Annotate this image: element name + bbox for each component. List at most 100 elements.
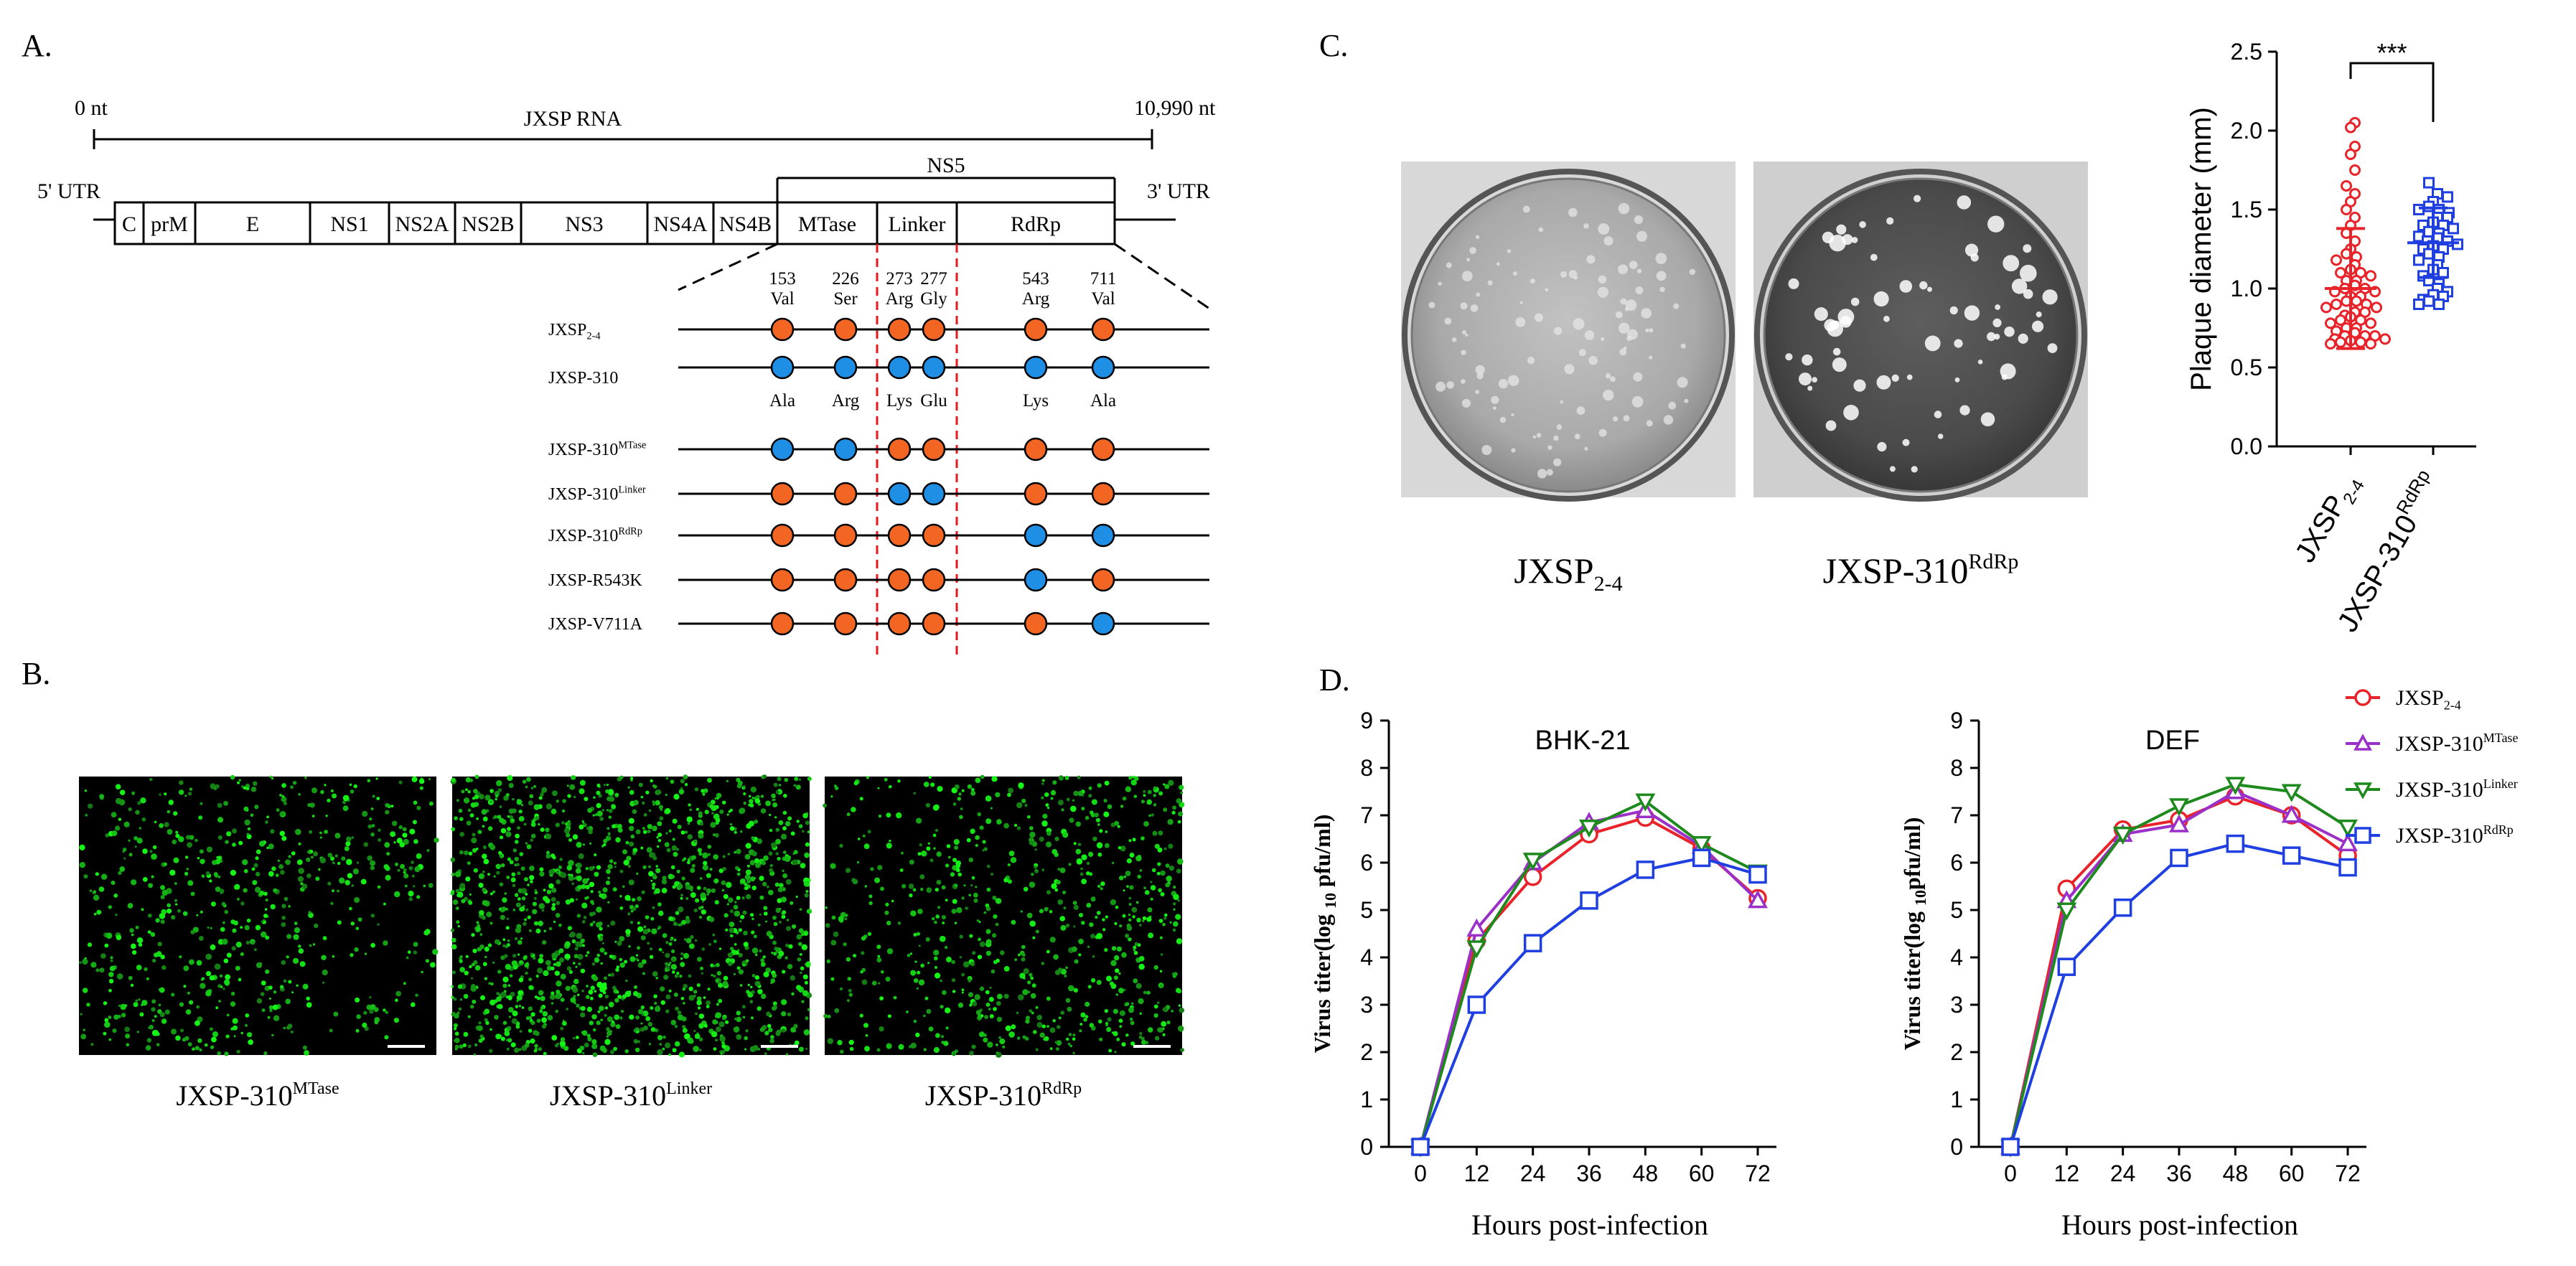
gene-box-ns3 <box>520 201 649 245</box>
panel-a: A. 0 nt 10,990 nt JXSP RNA 5' UTR 3' UTR… <box>22 28 1216 660</box>
plate-label-sup: RdRp <box>1968 550 2018 573</box>
panel-c-label: C. <box>1319 28 1348 63</box>
strain-label-sup: Linker <box>618 484 646 495</box>
y-axis-label-end: pfu/ml) <box>1309 815 1335 893</box>
residue-dot <box>1091 482 1115 506</box>
legend-entry: JXSP-310RdRp <box>2346 822 2514 848</box>
residue-dot <box>770 523 795 548</box>
group-label-base: JXSP <box>2289 490 2352 568</box>
residue-dot <box>833 568 858 592</box>
gene-label-ns1: NS1 <box>330 212 368 236</box>
gene-label-linker: Linker <box>889 212 946 236</box>
residue-top: Arg <box>886 289 914 309</box>
residue-dot <box>1024 437 1048 461</box>
legend-label-base: JXSP-310 <box>2396 824 2483 848</box>
data-point <box>2282 846 2301 865</box>
gene-box-prm <box>142 201 197 245</box>
x-tick-label: 36 <box>2166 1160 2192 1186</box>
utr5-label: 5' UTR <box>37 179 100 203</box>
data-point <box>1579 819 1599 838</box>
group-label-sup: RdRp <box>2392 466 2434 518</box>
panel-b: B. JXSP-310MTase JXSP-310Linker JXSP-310Rd… <box>22 656 1185 1112</box>
residue-position: 273 <box>886 269 913 289</box>
data-point <box>1466 918 1487 937</box>
ns5-bracket: NS5 <box>776 154 1116 202</box>
strain-label: JXSP-310 <box>548 369 618 388</box>
y-tick-label: 0 <box>1360 1134 1373 1160</box>
x-tick-label: 60 <box>2279 1160 2305 1186</box>
strain-label: JXSP2-4 <box>548 321 601 342</box>
data-point <box>1522 853 1543 871</box>
data-point <box>2056 902 2077 921</box>
residue-dot <box>922 611 946 636</box>
data-point <box>1748 865 1767 884</box>
legend-entry: JXSP2-4 <box>2346 686 2461 713</box>
gene-box-ns2b <box>454 201 523 245</box>
data-point <box>2112 826 2133 845</box>
significance-stars: *** <box>2376 38 2407 67</box>
residue-bottom: Arg <box>832 391 860 411</box>
data-point <box>2365 317 2376 329</box>
residue-dot <box>833 611 858 636</box>
residue-dot <box>770 355 795 380</box>
data-point <box>2331 299 2342 310</box>
residue-dot <box>887 482 912 506</box>
strain-label-base: JXSP-R543K <box>548 571 642 590</box>
data-point <box>2423 177 2435 189</box>
residue-dot <box>1091 611 1115 636</box>
panel-a-label: A. <box>22 28 52 63</box>
y-axis-label-main: Virus titer(log <box>1309 909 1335 1053</box>
y-tick-label: 6 <box>1360 850 1373 876</box>
y-tick-label: 5 <box>1360 897 1373 923</box>
y-tick-label: 1 <box>1360 1087 1373 1112</box>
x-tick-label: 36 <box>1576 1160 1602 1186</box>
strain-label: JXSP-310RdRp <box>548 525 642 545</box>
data-point <box>2113 898 2132 917</box>
x-axis-label: Hours post-infection <box>2061 1209 2298 1241</box>
residue-bottom: Lys <box>1023 391 1049 411</box>
gene-box-e <box>194 201 312 245</box>
data-point <box>2354 689 2371 706</box>
residue-dot <box>887 523 912 548</box>
residue-dot <box>922 482 946 506</box>
residue-top: Arg <box>1022 289 1050 309</box>
data-point <box>2001 1138 2020 1156</box>
residue-dot <box>887 355 912 380</box>
data-point <box>2413 254 2425 266</box>
gene-label-e: E <box>246 212 259 236</box>
y-tick-label: 5 <box>1950 897 1963 923</box>
y-tick-label: 2 <box>1950 1039 1963 1065</box>
x-tick-label: 12 <box>2054 1160 2080 1186</box>
y-tick-label: 2 <box>1360 1039 1373 1065</box>
data-point <box>1636 861 1655 879</box>
residue-position: 277 <box>920 269 947 289</box>
fluorescence-image-label-sup: MTase <box>293 1079 339 1098</box>
gene-label-ns4a: NS4A <box>653 212 707 236</box>
panel-b-label: B. <box>22 656 50 691</box>
y-tick-label: 3 <box>1360 992 1373 1018</box>
strain-label: JXSP-310MTase <box>548 439 646 459</box>
data-point <box>1635 793 1656 812</box>
x-tick-label: 72 <box>2335 1160 2361 1186</box>
plate-label-base: JXSP-310 <box>1823 550 1969 591</box>
residue-dot <box>770 568 795 592</box>
residue-dot <box>1024 523 1048 548</box>
data-point <box>2169 798 2189 817</box>
data-point <box>2345 149 2356 160</box>
strain-label-base: JXSP-310 <box>548 441 618 459</box>
strain-label-sub: 2-4 <box>586 330 600 342</box>
strain-label-base: JXSP <box>548 321 586 339</box>
residue-dot <box>922 355 946 380</box>
scale-bar <box>388 1045 425 1048</box>
fluorescence-image-label-sup: RdRp <box>1041 1079 1082 1098</box>
rna-length-bar: 0 nt 10,990 nt JXSP RNA <box>75 96 1216 149</box>
y-tick-label: 9 <box>1360 708 1373 733</box>
y-axis-label: Virus titer(log 10pfu/ml) <box>1899 817 1929 1051</box>
data-point <box>2437 267 2449 278</box>
fluorescence-image-label: JXSP-310Linker <box>550 1079 712 1112</box>
panel-d-label: D. <box>1319 662 1350 698</box>
data-point <box>2349 164 2361 176</box>
fluorescence-image-label-base: JXSP-310 <box>925 1079 1041 1112</box>
